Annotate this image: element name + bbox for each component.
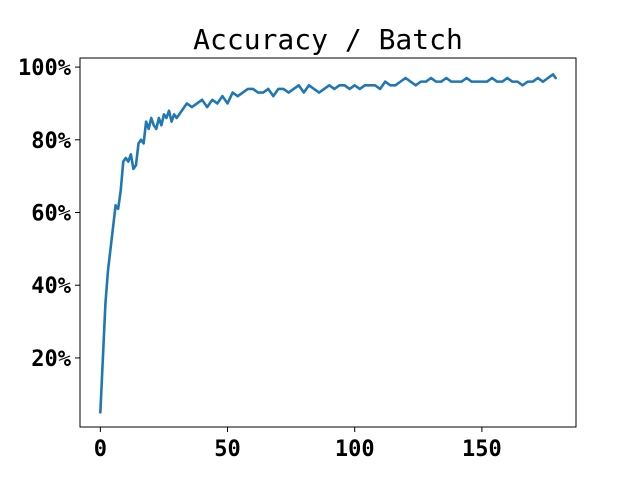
x-tick-label: 0 xyxy=(94,437,107,462)
x-tick-label: 150 xyxy=(462,437,502,462)
x-tick-label: 50 xyxy=(214,437,241,462)
x-tick-label: 100 xyxy=(335,437,375,462)
y-tick-label: 80% xyxy=(31,129,71,154)
plot-frame xyxy=(79,57,577,428)
x-axis: 0 50 100 150 xyxy=(94,427,502,462)
y-tick-label: 40% xyxy=(31,274,71,299)
y-tick-label: 60% xyxy=(31,202,71,227)
series-layer xyxy=(99,73,557,414)
series-line xyxy=(99,73,557,414)
y-tick-label: 100% xyxy=(18,56,72,81)
y-axis: 20% 40% 60% 80% 100% xyxy=(18,56,80,372)
chart-title: Accuracy / Batch xyxy=(193,23,463,56)
y-tick-label: 20% xyxy=(31,347,71,372)
